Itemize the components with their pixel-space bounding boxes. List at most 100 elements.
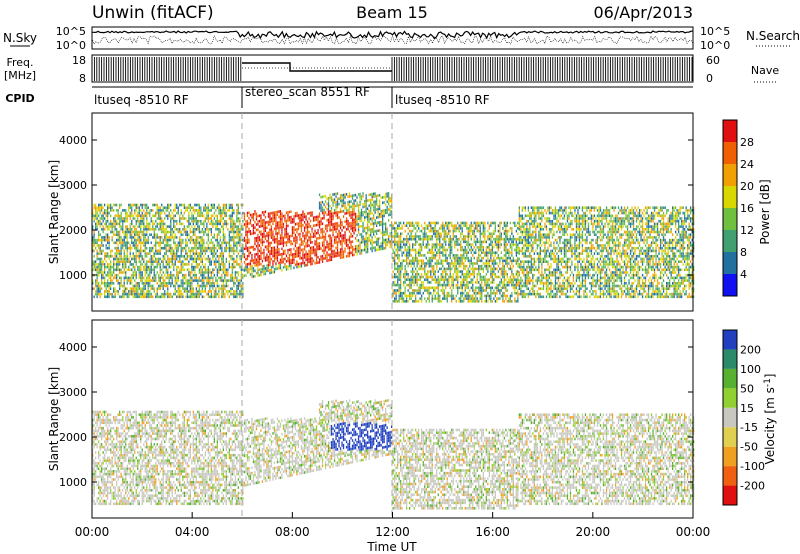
power-cell	[215, 209, 217, 212]
power-cell	[443, 270, 445, 273]
power-cell	[221, 252, 223, 255]
power-cell	[443, 294, 445, 298]
power-cell	[173, 219, 175, 223]
power-cell	[110, 222, 112, 226]
power-cell	[351, 245, 354, 249]
power-cell	[98, 209, 100, 212]
power-cell	[123, 276, 125, 280]
power-cell	[110, 203, 112, 207]
power-cell	[269, 255, 271, 259]
power-cell	[329, 220, 331, 224]
power-cell	[371, 203, 373, 207]
power-cell	[306, 260, 309, 264]
power-cell	[354, 226, 357, 229]
power-cell	[126, 244, 128, 247]
power-cell	[445, 254, 447, 257]
power-cell	[478, 240, 480, 244]
power-cell	[335, 254, 337, 258]
power-cell	[101, 271, 103, 274]
power-cell	[128, 203, 130, 207]
power-cell	[278, 226, 280, 230]
power-cell	[242, 246, 244, 250]
power-cell	[481, 278, 483, 281]
power-cell	[219, 217, 221, 220]
power-cell	[380, 245, 382, 248]
power-cell	[472, 264, 474, 268]
power-cell	[473, 232, 475, 236]
power-cell	[279, 239, 282, 243]
power-cell	[143, 257, 145, 261]
power-cell	[125, 257, 127, 261]
power-cell	[135, 244, 137, 247]
power-cell	[410, 286, 412, 290]
power-cell	[218, 230, 220, 234]
power-cell	[281, 223, 283, 226]
power-cell	[476, 256, 478, 260]
power-cell	[117, 265, 119, 269]
power-cell	[95, 222, 97, 226]
power-cell	[351, 240, 354, 243]
power-cell	[228, 241, 230, 245]
power-cell	[224, 265, 226, 269]
power-cell	[446, 278, 448, 281]
power-cell	[309, 252, 312, 255]
power-cell	[96, 228, 98, 231]
power-cell	[125, 263, 127, 266]
power-cell	[287, 259, 289, 263]
power-cell	[397, 300, 399, 303]
power-cell	[162, 238, 164, 242]
power-cell	[218, 206, 220, 209]
power-cell	[410, 224, 412, 227]
power-cell	[449, 275, 451, 279]
power-cell	[119, 222, 121, 226]
power-cell	[171, 246, 173, 250]
power-cell	[176, 252, 178, 255]
power-cell	[221, 284, 223, 288]
power-cell	[140, 214, 142, 218]
power-cell	[257, 263, 259, 267]
power-cell	[357, 206, 360, 210]
power-cell	[305, 250, 307, 253]
power-cell	[186, 257, 188, 261]
power-cell	[364, 210, 366, 214]
power-cell	[476, 291, 478, 295]
power-cell	[296, 230, 298, 234]
power-cell	[107, 282, 109, 285]
power-cell	[194, 257, 196, 261]
power-cell	[174, 282, 176, 285]
power-cell	[464, 248, 466, 252]
power-cell	[182, 268, 184, 272]
power-cell	[200, 279, 202, 282]
power-cell	[167, 268, 169, 272]
power-cell	[132, 214, 134, 218]
power-cell	[439, 235, 441, 238]
power-cell	[108, 282, 110, 285]
power-cell	[114, 290, 116, 293]
power-cell	[104, 276, 106, 280]
power-cell	[458, 243, 460, 246]
power-cell	[446, 248, 448, 252]
power-cell	[397, 281, 399, 284]
power-cell	[123, 238, 125, 242]
power-cell	[476, 227, 478, 230]
power-cell	[215, 287, 217, 290]
power-cell	[354, 247, 357, 251]
power-cell	[281, 239, 283, 242]
power-cell	[482, 262, 484, 265]
power-cell	[314, 218, 316, 222]
power-cell	[404, 264, 406, 268]
power-cell	[135, 249, 137, 253]
power-cell	[117, 222, 119, 226]
power-cell	[376, 216, 378, 219]
power-cell	[327, 213, 330, 216]
power-cell	[350, 213, 352, 217]
power-cell	[155, 292, 157, 296]
power-cell	[383, 247, 385, 250]
power-cell	[365, 194, 367, 197]
power-cell	[165, 225, 167, 228]
power-cell	[394, 227, 396, 230]
power-cell	[230, 230, 232, 234]
power-cell	[364, 237, 366, 241]
power-cell	[394, 235, 396, 238]
power-cell	[315, 237, 318, 240]
